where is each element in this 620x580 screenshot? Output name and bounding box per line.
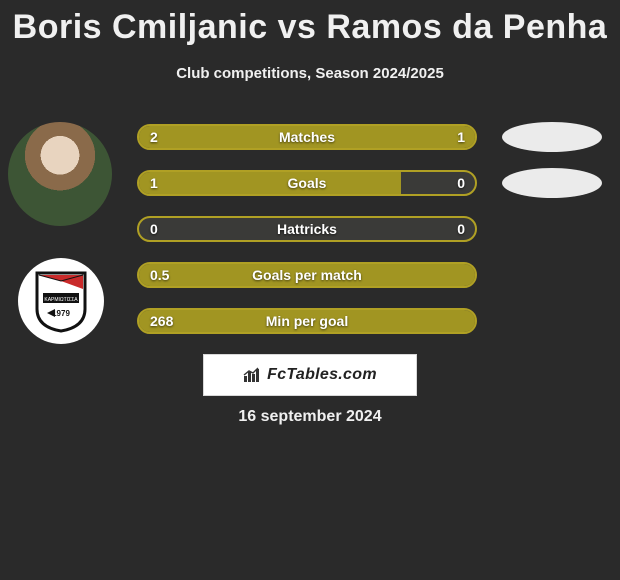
rank-pill: [502, 168, 602, 198]
stat-value-left: 0.5: [150, 262, 169, 288]
stat-row-hattricks: Hattricks 0 0: [0, 210, 620, 256]
bar-track: Goals per match: [137, 262, 477, 288]
bar-chart-icon: [243, 366, 263, 384]
fctables-watermark: FcTables.com: [203, 354, 417, 396]
stat-label: Goals per match: [139, 264, 475, 286]
fctables-label: FcTables.com: [267, 366, 377, 384]
stat-value-left: 0: [150, 216, 158, 242]
stat-value-right: 0: [457, 170, 465, 196]
stat-label: Goals: [139, 172, 475, 194]
stat-value-right: 1: [457, 124, 465, 150]
footer-date: 16 september 2024: [0, 408, 620, 426]
subtitle: Club competitions, Season 2024/2025: [0, 65, 620, 82]
stat-value-left: 1: [150, 170, 158, 196]
bar-track: Matches: [137, 124, 477, 150]
stat-row-goals-per-match: Goals per match 0.5: [0, 256, 620, 302]
bar-track: Min per goal: [137, 308, 477, 334]
stat-row-min-per-goal: Min per goal 268: [0, 302, 620, 348]
rank-pill: [502, 122, 602, 152]
stat-row-goals: Goals 1 0: [0, 164, 620, 210]
stat-label: Min per goal: [139, 310, 475, 332]
stats-area: Matches 2 1 Goals 1 0 Hattricks 0 0 Goal…: [0, 118, 620, 348]
bar-track: Hattricks: [137, 216, 477, 242]
page-title: Boris Cmiljanic vs Ramos da Penha: [0, 0, 620, 47]
stat-value-left: 2: [150, 124, 158, 150]
stat-label: Matches: [139, 126, 475, 148]
bar-track: Goals: [137, 170, 477, 196]
stat-value-right: 0: [457, 216, 465, 242]
stat-row-matches: Matches 2 1: [0, 118, 620, 164]
stat-label: Hattricks: [139, 218, 475, 240]
stat-value-left: 268: [150, 308, 173, 334]
